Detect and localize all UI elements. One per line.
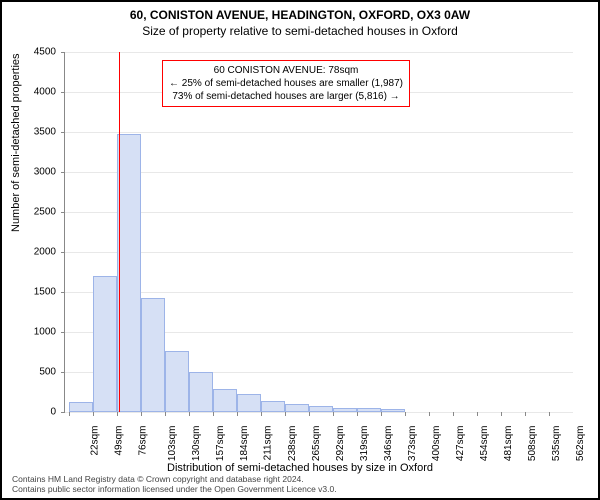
gridline [65, 52, 573, 53]
x-tick [549, 412, 550, 416]
x-tick-label: 454sqm [479, 426, 490, 462]
y-tick [61, 212, 65, 213]
x-tick [501, 412, 502, 416]
x-tick-label: 76sqm [138, 426, 149, 456]
histogram-bar [285, 404, 309, 412]
annotation-box: 60 CONISTON AVENUE: 78sqm ← 25% of semi-… [162, 60, 410, 107]
histogram-bar [189, 372, 213, 412]
x-axis-label: Distribution of semi-detached houses by … [2, 462, 598, 474]
x-tick [477, 412, 478, 416]
y-tick-label: 0 [6, 407, 56, 418]
x-tick-label: 238sqm [287, 426, 298, 462]
histogram-bar [261, 401, 285, 412]
histogram-bar [165, 351, 189, 412]
y-tick-label: 500 [6, 367, 56, 378]
y-tick-label: 2500 [6, 207, 56, 218]
gridline [65, 172, 573, 173]
footer-line2: Contains public sector information licen… [12, 485, 337, 494]
x-tick [93, 412, 94, 416]
x-tick-label: 157sqm [215, 426, 226, 462]
x-tick-label: 481sqm [503, 426, 514, 462]
histogram-bar [69, 402, 93, 412]
histogram-bar [93, 276, 117, 412]
y-tick [61, 92, 65, 93]
chart-container: 60, CONISTON AVENUE, HEADINGTON, OXFORD,… [0, 0, 600, 500]
y-tick-label: 2000 [6, 247, 56, 258]
y-tick-label: 1000 [6, 327, 56, 338]
histogram-bar [357, 408, 381, 412]
x-tick-label: 319sqm [359, 426, 370, 462]
gridline [65, 252, 573, 253]
x-tick [429, 412, 430, 416]
y-tick [61, 292, 65, 293]
y-tick-label: 3500 [6, 127, 56, 138]
x-tick-label: 508sqm [527, 426, 538, 462]
x-tick-label: 562sqm [575, 426, 586, 462]
x-tick [117, 412, 118, 416]
histogram-bar [237, 394, 261, 412]
histogram-bar [117, 134, 141, 412]
y-tick [61, 252, 65, 253]
footer: Contains HM Land Registry data © Crown c… [12, 475, 337, 494]
x-tick-label: 22sqm [90, 426, 101, 456]
x-tick-label: 49sqm [114, 426, 125, 456]
x-tick-label: 103sqm [167, 426, 178, 462]
x-tick-label: 346sqm [383, 426, 394, 462]
x-tick-label: 535sqm [551, 426, 562, 462]
x-tick-label: 211sqm [262, 426, 273, 461]
x-tick-label: 400sqm [431, 426, 442, 462]
y-tick-label: 3000 [6, 167, 56, 178]
gridline [65, 212, 573, 213]
x-tick-label: 373sqm [407, 426, 418, 462]
y-tick-label: 4500 [6, 47, 56, 58]
x-tick [405, 412, 406, 416]
x-tick-label: 265sqm [311, 426, 322, 462]
histogram-bar [381, 409, 405, 412]
x-tick [333, 412, 334, 416]
x-tick-label: 292sqm [335, 426, 346, 462]
annotation-line1: 60 CONISTON AVENUE: 78sqm [169, 64, 403, 77]
chart-subtitle: Size of property relative to semi-detach… [2, 24, 598, 38]
x-tick [381, 412, 382, 416]
x-tick-label: 427sqm [455, 426, 466, 462]
y-axis-label: Number of semi-detached properties [10, 53, 22, 232]
y-tick-label: 4000 [6, 87, 56, 98]
annotation-line2: ← 25% of semi-detached houses are smalle… [169, 77, 403, 90]
plot-area: 60 CONISTON AVENUE: 78sqm ← 25% of semi-… [64, 52, 573, 413]
y-tick [61, 132, 65, 133]
gridline [65, 132, 573, 133]
reference-line [119, 52, 120, 412]
y-tick-label: 1500 [6, 287, 56, 298]
x-tick [357, 412, 358, 416]
histogram-bar [309, 406, 333, 412]
x-tick-label: 130sqm [191, 426, 202, 462]
x-tick [213, 412, 214, 416]
y-tick [61, 332, 65, 333]
x-tick [285, 412, 286, 416]
gridline [65, 292, 573, 293]
annotation-line3: 73% of semi-detached houses are larger (… [169, 90, 403, 103]
x-tick [453, 412, 454, 416]
histogram-bar [333, 408, 357, 412]
histogram-bar [213, 389, 237, 412]
x-tick [237, 412, 238, 416]
chart-title: 60, CONISTON AVENUE, HEADINGTON, OXFORD,… [2, 8, 598, 24]
x-tick-label: 184sqm [239, 426, 250, 462]
x-tick [141, 412, 142, 416]
y-tick [61, 372, 65, 373]
x-tick [165, 412, 166, 416]
y-tick [61, 52, 65, 53]
histogram-bar [141, 298, 165, 412]
x-tick [309, 412, 310, 416]
x-tick [69, 412, 70, 416]
y-tick [61, 172, 65, 173]
x-tick [525, 412, 526, 416]
x-tick [189, 412, 190, 416]
x-tick [261, 412, 262, 416]
y-tick [61, 412, 65, 413]
